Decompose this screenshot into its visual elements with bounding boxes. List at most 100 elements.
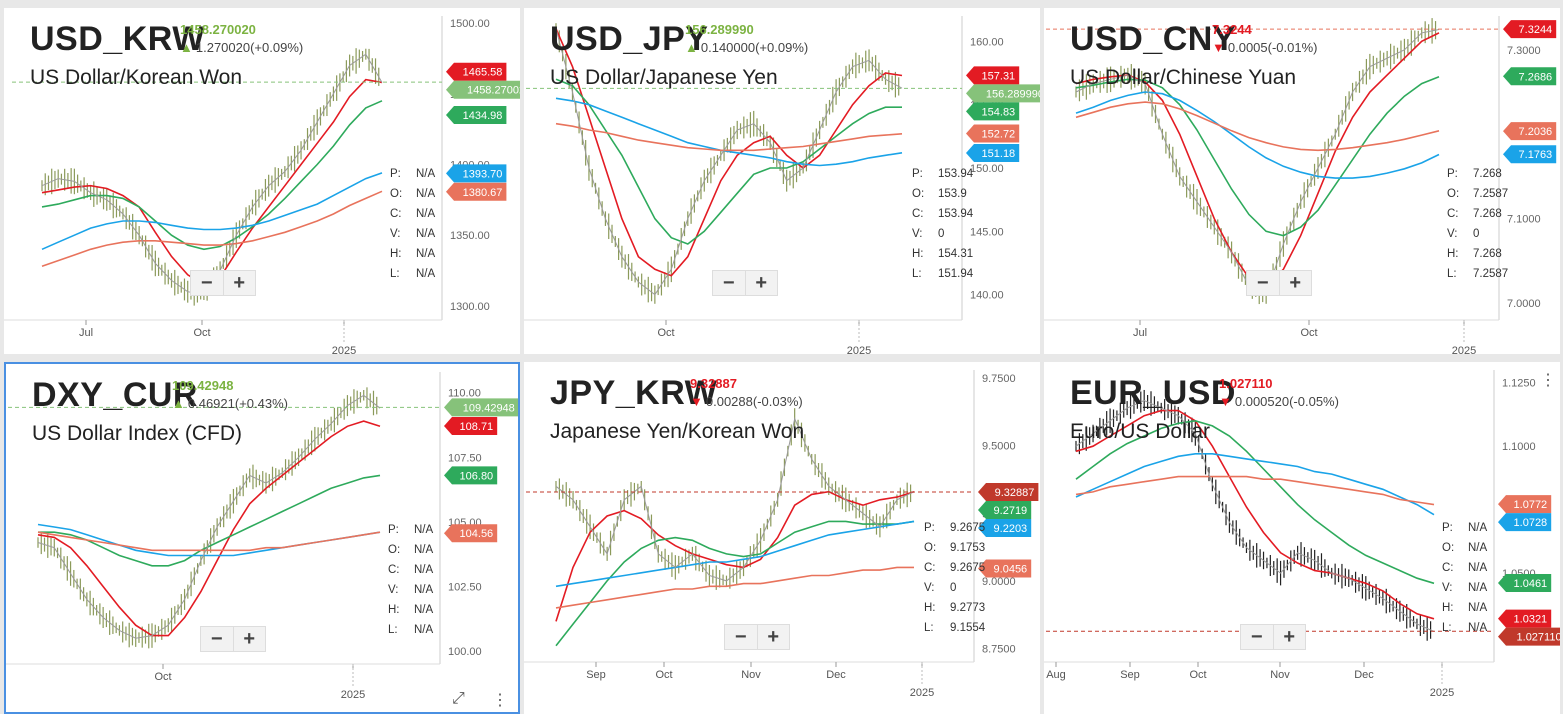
value-tag-shape	[1498, 513, 1552, 532]
chart-canvas[interactable]: 9.75009.50009.25009.00008.7500SepOctNovD…	[524, 362, 1040, 714]
chart-panel-usd_cny[interactable]: 7.30007.20007.10007.0000JulOct20257.3244…	[1044, 8, 1560, 354]
ohlc-row-c: C: 153.94	[912, 204, 973, 224]
zoom-out-button[interactable]: −	[201, 627, 234, 651]
chart-panel-dxy_cur[interactable]: 110.00 107.50 105.00 102.50 100.00 Oct 2025 109…	[4, 362, 520, 714]
ohlc-value: 7.2587	[1473, 188, 1509, 200]
x-tick-label: 2025	[847, 345, 871, 354]
x-tick-label: Sep	[1120, 669, 1140, 681]
value-tag-label: 108.71	[460, 421, 494, 433]
ohlc-value: 9.1554	[950, 622, 986, 634]
price-line	[555, 28, 903, 296]
series-line-3	[41, 190, 383, 268]
ohlc-row-o: O: 9.1753	[924, 538, 985, 558]
chart-panel-usd_jpy[interactable]: 160.00155.00150.00145.00140.00Oct2025157…	[524, 8, 1040, 354]
zoom-out-button[interactable]: −	[191, 271, 224, 295]
value-tag: 9.0456	[978, 559, 1032, 578]
x-tick-label: Sep	[586, 669, 606, 681]
value-tag-label: 1.0728	[1514, 517, 1548, 529]
zoom-out-button[interactable]: −	[1241, 625, 1274, 649]
zoom-in-button[interactable]: +	[233, 272, 246, 294]
arrow-down-icon: ▼	[690, 394, 703, 409]
value-tag-label: 152.72	[982, 129, 1016, 141]
value-tag-label: 9.32887	[995, 487, 1035, 499]
value-tag: 156.289990	[966, 84, 1040, 103]
symbol-title: USD_CNY	[1070, 20, 1236, 58]
ohlc-key: V:	[1447, 228, 1458, 240]
y-tick-label: 1350.00	[450, 230, 490, 242]
ohlc-value: N/A	[414, 544, 434, 556]
series-line-2	[555, 520, 915, 588]
y-tick-label: 107.50	[448, 452, 482, 464]
zoom-out-button[interactable]: −	[713, 271, 746, 295]
ohlc-value: 7.268	[1473, 208, 1502, 220]
value-tag: 109.42948	[444, 398, 518, 417]
ohlc-key: P:	[912, 168, 923, 180]
ohlc-row-c: C: 7.268	[1447, 204, 1508, 224]
ohlc-row-l: L: 7.2587	[1447, 264, 1508, 284]
zoom-in-button[interactable]: +	[755, 272, 768, 294]
x-tick-label: Aug	[1046, 669, 1066, 681]
zoom-in-button[interactable]: +	[767, 626, 780, 648]
price-line	[41, 53, 383, 296]
ohlc-row-v: V: N/A	[1442, 578, 1487, 598]
ohlc-row-l: L: 9.1554	[924, 618, 985, 638]
chart-panel-usd_krw[interactable]: 1500.001450.001400.001350.001300.00JulOc…	[4, 8, 520, 354]
chart-panel-jpy_krw[interactable]: 9.75009.50009.25009.00008.7500SepOctNovD…	[524, 362, 1040, 714]
y-tick-label: 1.1250	[1502, 378, 1536, 390]
ohlc-key: C:	[390, 208, 402, 220]
y-tick-label: 150.00	[970, 163, 1004, 175]
value-tag: 9.2719	[978, 500, 1032, 519]
expand-icon[interactable]: ⤢	[452, 690, 465, 707]
ohlc-row-h: H: N/A	[388, 600, 433, 620]
value-tag-shape	[978, 518, 1032, 537]
zoom-in-button[interactable]: +	[1289, 272, 1302, 294]
price-change-value: 0.0005(-0.01%)	[1227, 40, 1318, 55]
ohlc-readout: P: 9.2675 O: 9.1753 C: 9.2675 V: 0 H: 9.2773 L: 9.1…	[924, 518, 985, 638]
symbol-description: Euro/US Dollar	[1070, 420, 1211, 443]
ohlc-value: N/A	[1468, 622, 1488, 634]
series-line-2	[1075, 453, 1435, 516]
y-tick-label: 7.1000	[1507, 214, 1541, 226]
value-tag-label: 9.0456	[994, 564, 1028, 576]
series-line-1	[41, 100, 383, 251]
ohlc-key: P:	[1447, 168, 1458, 180]
series-line-3	[555, 122, 903, 152]
chart-canvas[interactable]: 110.00107.50105.00102.50100.00Oct2025109…	[6, 364, 520, 714]
value-tag-label: 1465.58	[463, 67, 503, 79]
ohlc-key: O:	[924, 542, 937, 554]
ohlc-value: N/A	[1468, 562, 1488, 574]
series-line-0	[37, 420, 381, 637]
ohlc-key: L:	[924, 622, 934, 634]
y-tick-label: 140.00	[970, 290, 1004, 302]
more-vert-icon[interactable]: ⋮	[1540, 372, 1556, 389]
series-line-1	[1075, 419, 1435, 585]
value-tag-shape	[966, 84, 1040, 103]
value-tag-shape	[446, 106, 507, 125]
zoom-in-button[interactable]: +	[243, 628, 256, 650]
series-line-2	[1075, 91, 1440, 179]
symbol-description: US Dollar Index (CFD)	[32, 422, 243, 445]
value-tag-label: 9.2203	[994, 523, 1028, 535]
ohlc-key: O:	[388, 544, 401, 556]
price-change-value: 0.00288(-0.03%)	[705, 394, 803, 409]
more-vert-icon[interactable]: ⋮	[492, 692, 508, 709]
value-tag-shape	[1503, 122, 1557, 141]
ohlc-key: H:	[390, 248, 402, 260]
chart-canvas[interactable]: 160.00155.00150.00145.00140.00Oct2025157…	[524, 8, 1040, 354]
zoom-control: − +	[1246, 270, 1312, 296]
ohlc-key: V:	[1442, 582, 1453, 594]
zoom-in-button[interactable]: +	[1283, 626, 1296, 648]
zoom-out-button[interactable]: −	[725, 625, 758, 649]
ohlc-row-p: P: N/A	[390, 164, 435, 184]
value-tag-shape	[446, 62, 507, 81]
ohlc-row-p: P: 9.2675	[924, 518, 985, 538]
chart-panel-eur_usd[interactable]: 1.12501.10001.0500AugSepOctNovDec20251.0…	[1044, 362, 1560, 714]
y-tick-label: 7.0000	[1507, 298, 1541, 310]
chart-canvas[interactable]: 1500.001450.001400.001350.001300.00JulOc…	[4, 8, 520, 354]
last-price: 156.289990	[685, 22, 754, 37]
zoom-out-button[interactable]: −	[1247, 271, 1280, 295]
chart-canvas[interactable]: 1.12501.10001.0500AugSepOctNovDec20251.0…	[1044, 362, 1560, 714]
ohlc-row-p: P: 153.94	[912, 164, 973, 184]
value-tag: 1380.67	[446, 182, 507, 201]
ohlc-row-c: C: 9.2675	[924, 558, 985, 578]
